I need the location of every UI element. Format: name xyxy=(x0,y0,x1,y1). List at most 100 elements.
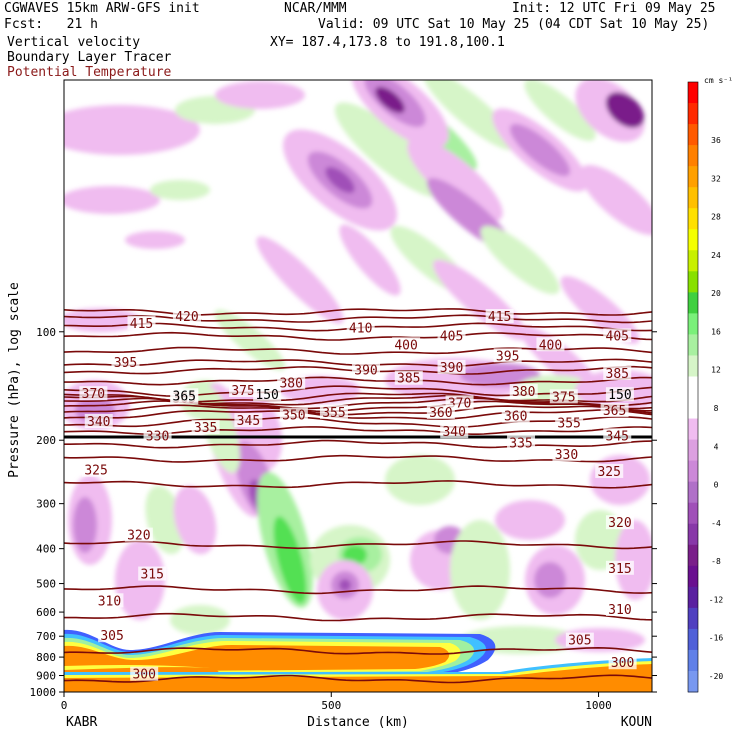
theta-label: 300 xyxy=(611,656,634,671)
colorbar-tick-label: -20 xyxy=(709,672,724,681)
tropopause-label: 150 xyxy=(255,388,278,403)
theta-label: 310 xyxy=(608,603,631,618)
field-label-potential-temperature: Potential Temperature xyxy=(7,65,172,80)
theta-label-bg xyxy=(608,655,637,670)
theta-label-bg xyxy=(392,337,421,352)
forecast-hour: Fcst: 21 h xyxy=(4,17,98,32)
colorbar-swatch xyxy=(688,439,698,462)
colorbar-swatch xyxy=(688,649,698,672)
theta-label-bg xyxy=(124,527,153,542)
init-time: Init: 12 UTC Fri 09 May 25 xyxy=(512,1,716,16)
theta-label: 355 xyxy=(557,417,580,432)
theta-label-bg xyxy=(507,435,536,450)
theta-label: 365 xyxy=(603,404,626,419)
theta-label: 380 xyxy=(512,385,535,400)
center-label: NCAR/MMM xyxy=(284,1,347,16)
colorbar-swatch xyxy=(688,271,698,293)
colorbar-swatch xyxy=(688,166,698,188)
colorbar-swatch xyxy=(688,544,698,567)
colorbar: 36 32 28 24 20 16 12 8 4 0 -4 -8 -12 -16 -20 xyxy=(687,81,724,693)
theta-label-bg xyxy=(143,428,172,443)
colorbar-swatch xyxy=(688,607,698,630)
colorbar-swatch xyxy=(688,565,698,588)
colorbar-tick-label: -16 xyxy=(709,634,724,643)
x-axis: 0 500 1000 xyxy=(61,692,612,712)
theta-label-bg xyxy=(319,404,348,419)
theta-label: 335 xyxy=(509,436,532,451)
colorbar-swatch xyxy=(688,460,698,483)
theta-label: 350 xyxy=(282,409,305,424)
theta-label: 345 xyxy=(606,429,629,444)
theta-label: 335 xyxy=(194,421,217,436)
theta-contour-305 xyxy=(64,646,652,655)
theta-label-bg xyxy=(277,375,306,390)
theta-label-bg xyxy=(501,408,530,423)
y-tick-label: 1000 xyxy=(30,686,57,699)
y-axis: 100 200 300 400 500 600 700 800 900 1000 xyxy=(30,326,657,699)
tropopause-label: 365 xyxy=(173,389,196,404)
colorbar-swatch xyxy=(688,313,698,335)
colorbar-tick-label: 4 xyxy=(714,442,719,451)
theta-label-bg xyxy=(172,309,201,324)
theta-label-bg xyxy=(440,424,469,439)
colorbar-swatch xyxy=(688,586,698,609)
theta-label-bg xyxy=(394,370,423,385)
theta-label-bg xyxy=(605,560,634,575)
theta-label: 395 xyxy=(114,356,137,371)
theta-label: 330 xyxy=(555,448,578,463)
colorbar-swatch xyxy=(688,145,698,167)
theta-label: 385 xyxy=(606,367,629,382)
colorbar-tick-label: 16 xyxy=(711,327,721,336)
colorbar-tick-label: 28 xyxy=(711,213,721,222)
colorbar-unit: cm s⁻¹ xyxy=(704,76,733,85)
colorbar-swatch xyxy=(688,82,698,104)
theta-label-bg xyxy=(603,428,632,443)
theta-label-bg xyxy=(95,593,124,608)
theta-label: 375 xyxy=(231,384,254,399)
theta-label: 355 xyxy=(322,406,345,421)
tropopause-label-bg xyxy=(605,387,634,402)
theta-label: 415 xyxy=(130,317,153,332)
theta-contour-335 xyxy=(64,439,652,449)
theta-label-bg xyxy=(605,601,634,616)
theta-label-bg xyxy=(79,386,108,401)
theta-contour-415 xyxy=(64,314,652,324)
theta-label-bg xyxy=(565,632,594,647)
colorbar-swatch xyxy=(688,292,698,314)
theta-contour-385 xyxy=(64,376,652,386)
theta-label-bg xyxy=(279,407,308,422)
vertical-velocity-shading: 415 420 410 405 415 400 405 400 395 395 390 390 385 3… xyxy=(64,80,652,692)
theta-label: 405 xyxy=(606,329,629,344)
theta-label-bg xyxy=(130,666,159,681)
plot-frame xyxy=(63,79,653,693)
theta-label-bg xyxy=(493,348,522,363)
theta-label-bg xyxy=(555,415,584,430)
theta-label: 390 xyxy=(354,363,377,378)
theta-label: 340 xyxy=(442,425,465,440)
colorbar-swatch xyxy=(688,208,698,230)
theta-label-bg xyxy=(191,420,220,435)
tropopause-label: 150 xyxy=(608,388,631,403)
colorbar-tick-label: -12 xyxy=(709,595,724,604)
theta-label-bg xyxy=(595,463,624,478)
y-axis-label: Pressure (hPa), log scale xyxy=(7,282,22,478)
theta-label-bg xyxy=(352,362,381,377)
potential-temperature-labels: 415 420 410 405 415 400 405 400 395 395 390 390 385 3… xyxy=(79,309,637,683)
theta-label: 400 xyxy=(539,338,562,353)
theta-label: 325 xyxy=(597,465,620,480)
colorbar-tick-label: -8 xyxy=(711,557,721,566)
theta-label: 415 xyxy=(488,310,511,325)
boundary-layer-tracer xyxy=(64,629,652,692)
theta-contour-345 xyxy=(64,415,652,428)
theta-label-bg xyxy=(111,354,140,369)
theta-label: 380 xyxy=(279,376,302,391)
y-tick-label: 800 xyxy=(36,651,56,664)
colorbar-swatch xyxy=(688,124,698,146)
colorbar-swatch xyxy=(688,628,698,651)
theta-label: 315 xyxy=(608,562,631,577)
x-tick-label: 500 xyxy=(321,699,341,712)
colorbar-tick-label: 0 xyxy=(714,481,719,490)
theta-label: 320 xyxy=(127,529,150,544)
theta-label: 375 xyxy=(552,390,575,405)
